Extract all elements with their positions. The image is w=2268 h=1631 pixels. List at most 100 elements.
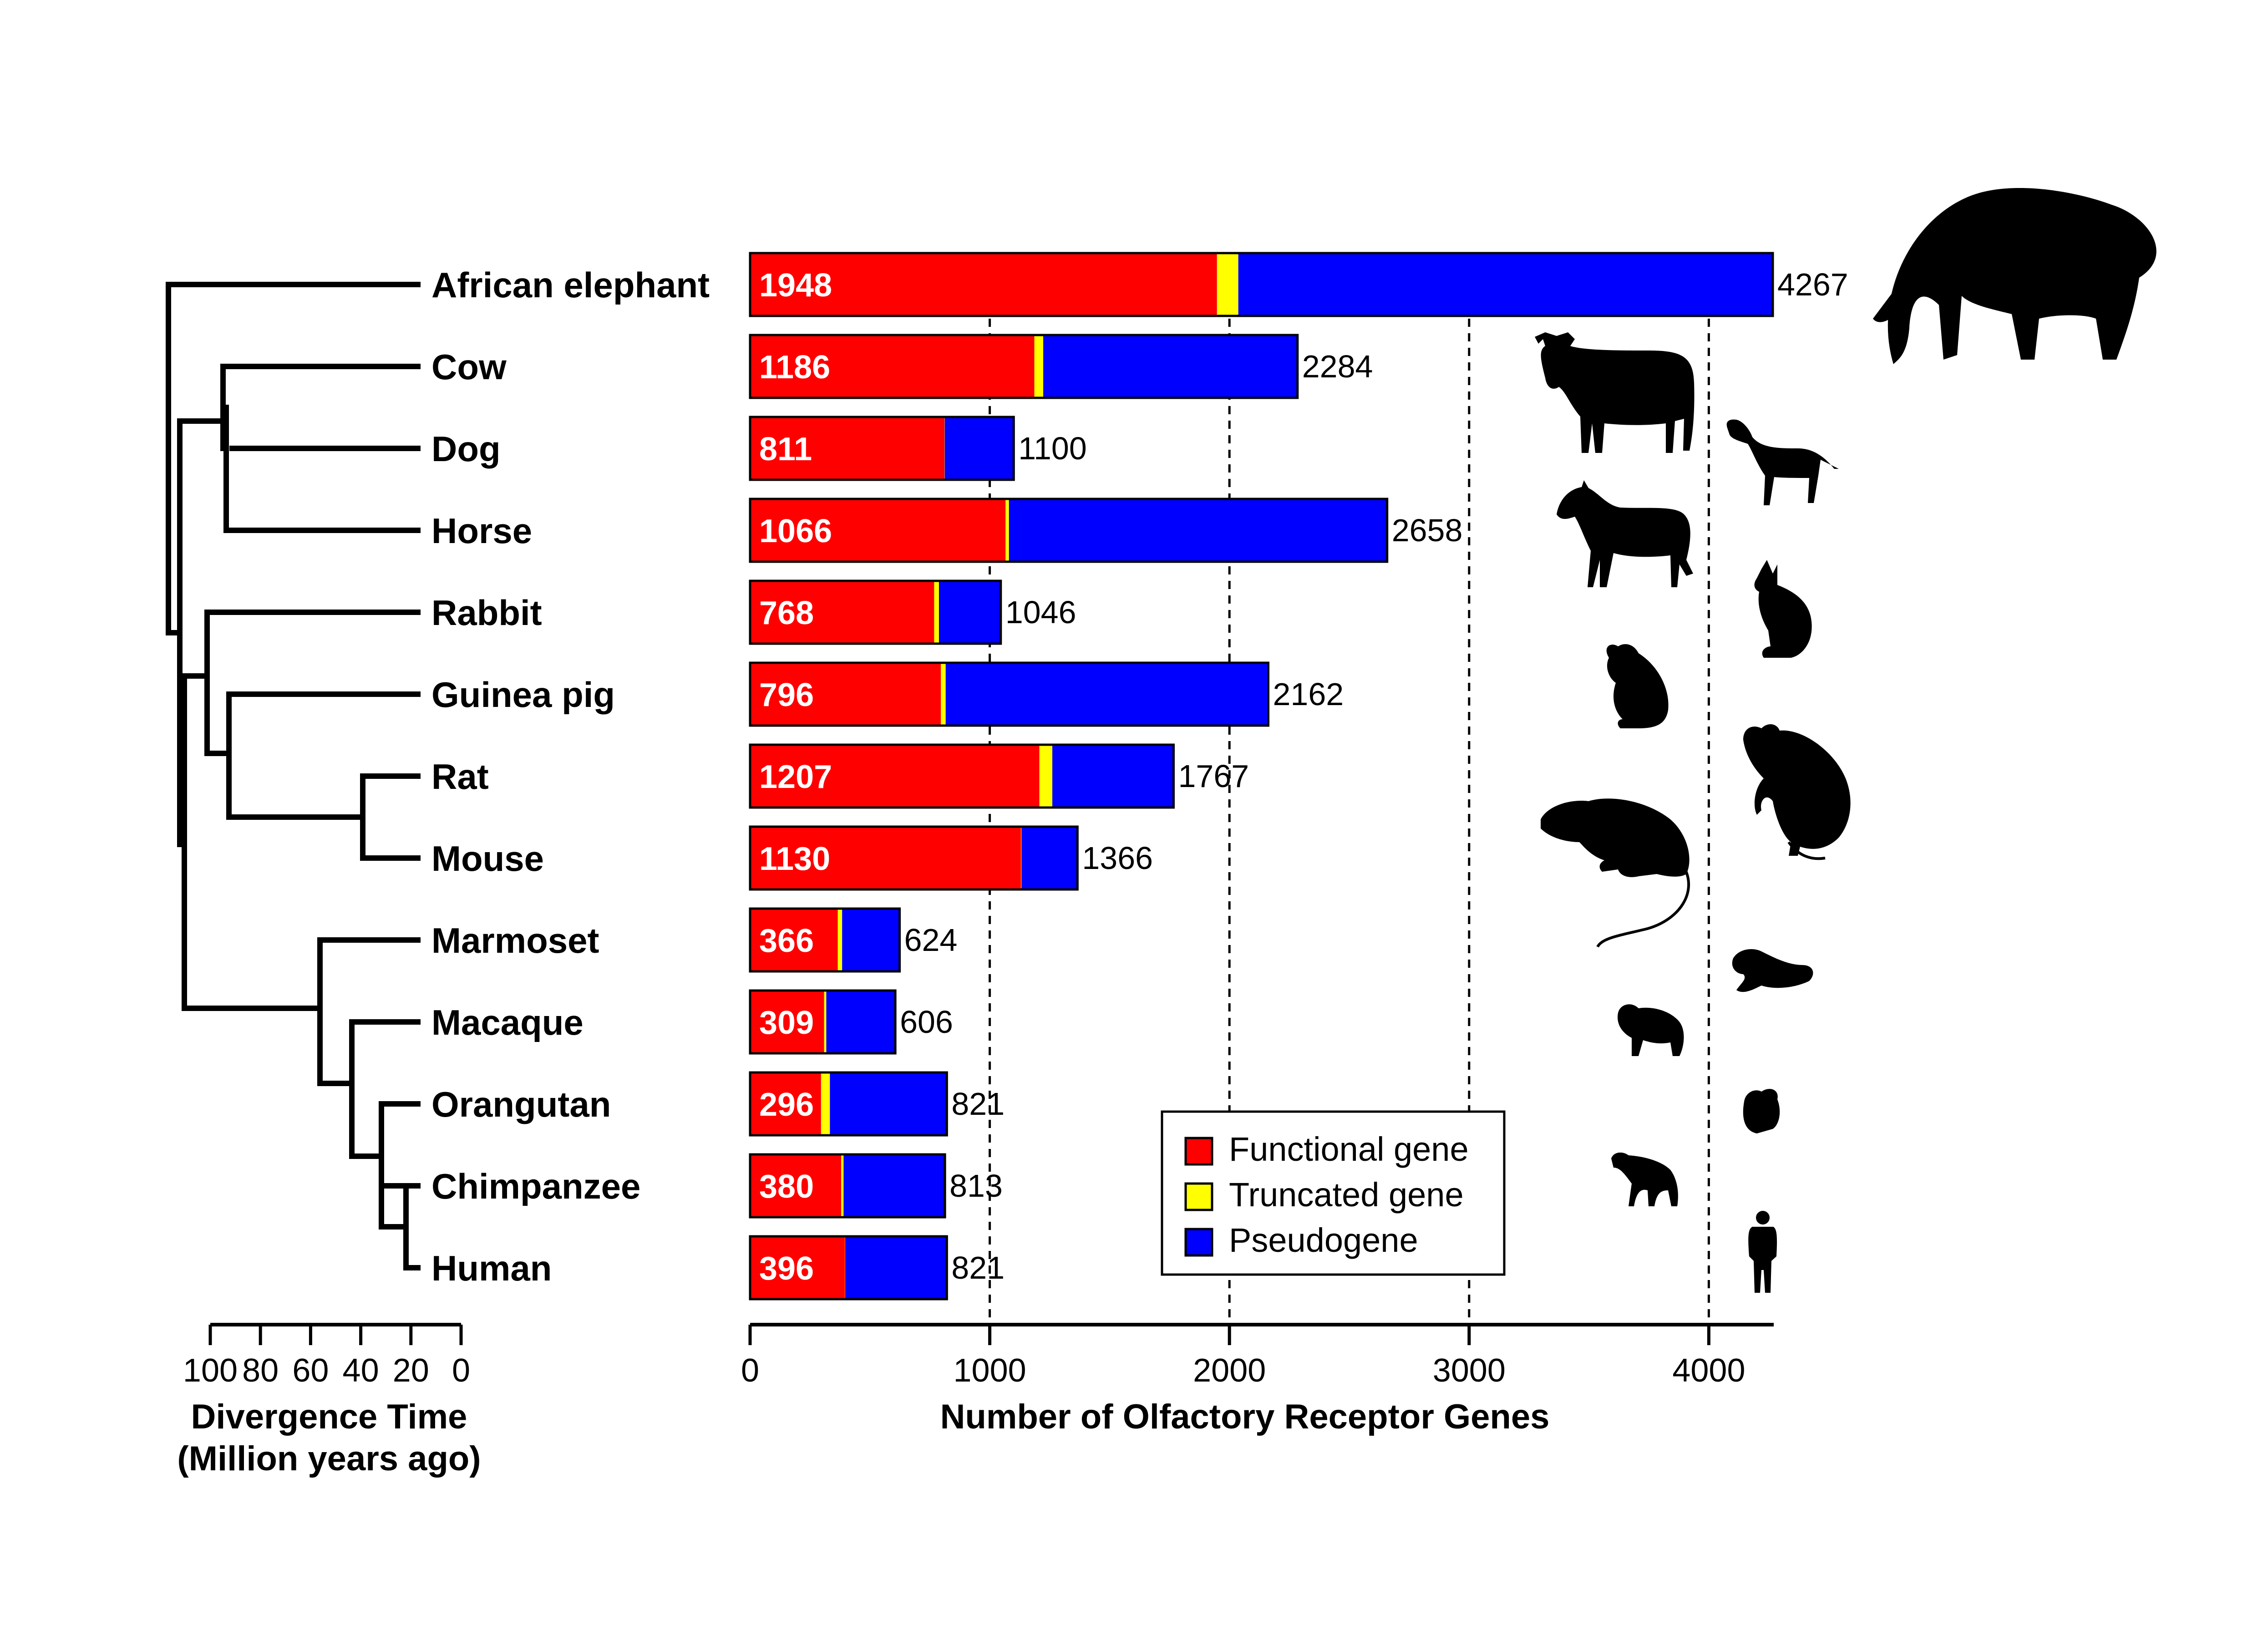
species-label: Dog [431,429,501,469]
marmoset-icon [1732,949,1813,992]
functional-value-label: 796 [759,677,814,713]
species-label: Orangutan [431,1084,611,1124]
bar-functional [750,335,1035,398]
total-value-label: 1767 [1178,758,1249,794]
bar-group: 1130 1366 [749,825,1153,891]
total-value-label: 2284 [1302,349,1373,384]
bar-functional [750,1154,842,1217]
bar-outline [749,907,901,973]
species-label: Rat [431,757,489,797]
bar-truncated [1039,745,1053,808]
bar-truncated [941,663,946,726]
bar-pseudogene [944,417,1014,480]
functional-value-label: 1186 [759,349,830,386]
bar-pseudogene [830,1072,947,1135]
bar-outline [749,416,1015,481]
bar-truncated [824,991,827,1053]
bar-truncated [845,1236,846,1299]
functional-value-label: 366 [759,923,814,959]
rat-icon [1541,798,1690,948]
time-tick-label: 60 [292,1352,329,1389]
bar-functional [750,1072,821,1135]
orangutan-icon [1743,1089,1780,1133]
x-tick-label: 4000 [1672,1352,1745,1389]
bar-functional [750,253,1217,316]
bar-truncated [1034,335,1044,398]
total-value-label: 813 [949,1168,1003,1204]
guinea-pig-icon [1606,644,1669,728]
legend-label: Pseudogene [1229,1221,1418,1259]
bar-outline [749,1153,946,1219]
functional-value-label: 1066 [759,513,832,549]
functional-value-label: 380 [759,1169,814,1205]
gridlines [989,319,1710,1327]
rabbit-icon [1754,560,1812,658]
bar-pseudogene [1021,827,1078,889]
species-label: Horse [431,511,532,551]
x-axis: 0 1000 2000 3000 4000 [741,1323,1774,1389]
x-tick-label: 1000 [954,1352,1026,1389]
functional-value-label: 811 [759,431,812,467]
bar-truncated [1217,253,1238,316]
legend-swatch [1184,1228,1213,1257]
species-label: Marmoset [431,920,599,960]
bar-outline [749,743,1175,809]
bar-pseudogene [1043,335,1298,398]
functional-value-label: 309 [759,1005,814,1041]
bar-group: 1186 2284 [749,334,1373,399]
total-value-label: 821 [951,1250,1005,1285]
species-label: Cow [431,347,507,387]
bar-truncated [944,417,945,480]
animal-silhouettes [1535,188,2156,1293]
bar-functional [750,1236,845,1299]
species-labels: African elephant Cow Dog Horse Rabbit Guinea … [431,265,710,1288]
bars: 1948 4267 1186 2284 811 1100 1066 2658 768 1046 79… [749,252,1848,1301]
species-label: Human [431,1248,552,1288]
legend-swatch [1184,1137,1213,1166]
bar-functional [750,499,1006,562]
time-tick-label: 0 [452,1352,470,1389]
bar-pseudogene [842,909,900,971]
total-value-label: 624 [904,922,958,958]
bar-truncated [821,1072,830,1135]
bar-pseudogene [843,1154,945,1217]
species-label: Rabbit [431,593,542,633]
bar-functional [750,581,934,644]
total-value-label: 821 [951,1086,1005,1122]
bar-truncated [934,581,939,644]
species-label: Macaque [431,1002,583,1042]
bar-pseudogene [1052,745,1174,808]
mouse-icon [1743,724,1851,860]
functional-value-label: 1130 [759,841,830,877]
bar-outline [749,825,1079,891]
bar-group: 309 606 [749,989,953,1055]
macaque-icon [1618,1004,1684,1056]
time-axis-title-line2: (Million years ago) [177,1439,481,1478]
legend-label: Functional gene [1229,1130,1469,1168]
bar-group: 796 2162 [749,661,1344,727]
species-label: Mouse [431,838,544,879]
species-label: Guinea pig [431,675,615,715]
x-tick-label: 2000 [1193,1352,1266,1389]
bar-group: 296 821 [749,1071,1005,1137]
total-value-label: 606 [900,1004,953,1040]
bar-outline [749,1071,948,1137]
functional-value-label: 296 [759,1087,814,1123]
bar-group: 380 813 [749,1153,1003,1219]
functional-value-label: 768 [759,595,814,631]
bar-functional [750,417,945,480]
functional-value-label: 1948 [759,267,832,304]
bar-group: 1066 2658 [749,498,1462,563]
elephant-icon [1873,188,2156,364]
bar-functional [750,909,838,971]
total-value-label: 4267 [1777,267,1848,302]
bar-group: 811 1100 [749,416,1087,481]
divergence-time-axis: 100 80 60 40 20 0 [183,1323,470,1389]
x-axis-title: Number of Olfactory Receptor Genes [940,1397,1550,1436]
horse-icon [1557,480,1693,587]
legend-swatch [1184,1182,1213,1211]
bar-group: 768 1046 [749,579,1076,645]
total-value-label: 2162 [1273,676,1344,712]
dog-icon [1726,419,1839,505]
